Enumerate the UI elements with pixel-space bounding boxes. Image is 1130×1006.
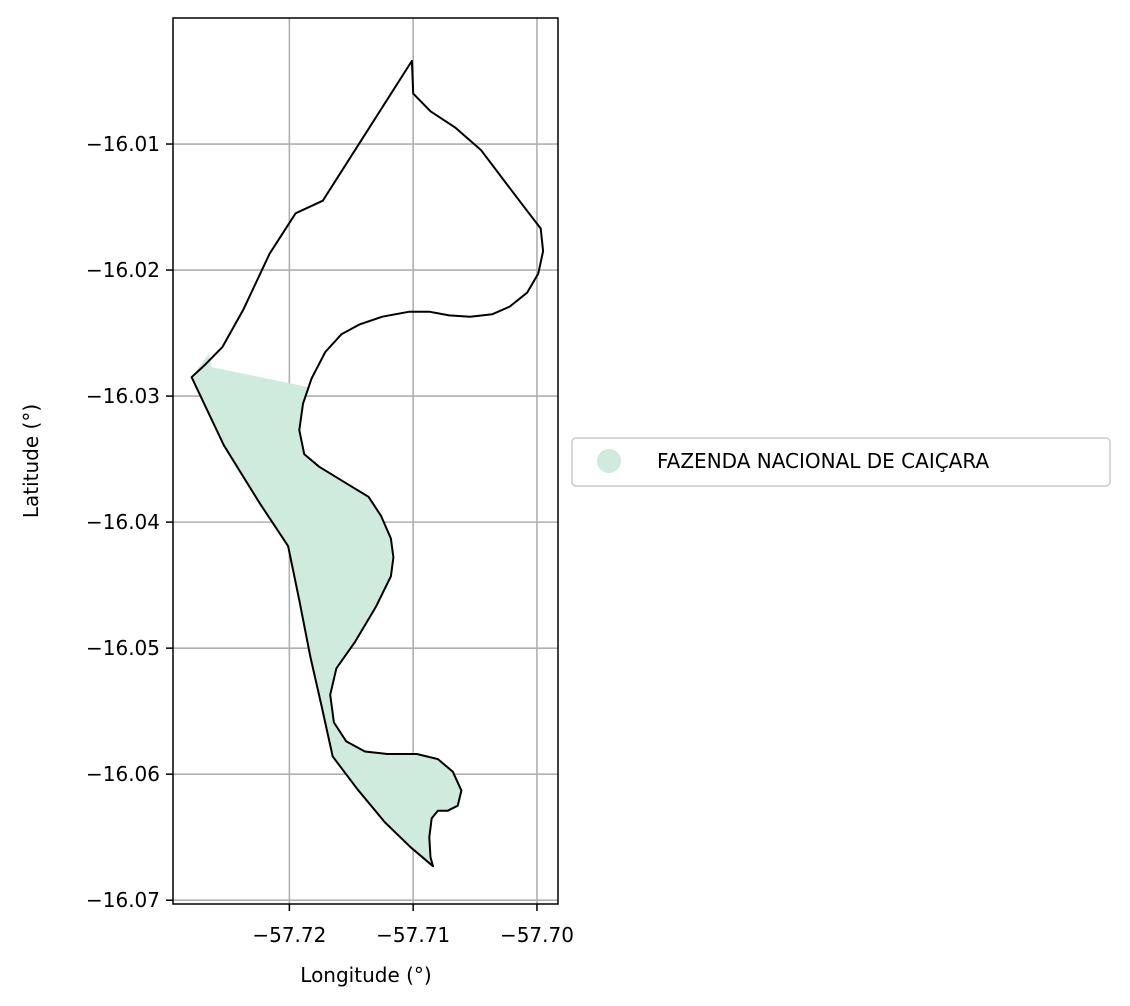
y-tick-label: −16.07	[86, 888, 160, 912]
y-tick-label: −16.01	[86, 132, 160, 156]
x-axis-title: Longitude (°)	[300, 963, 431, 987]
x-tick-label: −57.70	[500, 923, 574, 947]
fazenda-fill-area	[191, 353, 462, 867]
legend-marker-icon	[597, 449, 621, 473]
fazenda-boundary-outline	[190, 59, 545, 868]
legend: FAZENDA NACIONAL DE CAIÇARA	[571, 437, 1111, 487]
y-axis-title: Latitude (°)	[19, 404, 43, 518]
y-tick-label: −16.02	[86, 258, 160, 282]
legend-frame	[571, 437, 1111, 487]
plot-frame	[172, 17, 559, 905]
y-tick-label: −16.03	[86, 384, 160, 408]
y-tick-label: −16.04	[86, 510, 160, 534]
y-axis-ticks: −16.01 −16.02 −16.03 −16.04 −16.05 −16.06 −16.…	[86, 132, 173, 912]
y-tick-label: −16.06	[86, 762, 160, 786]
legend-label: FAZENDA NACIONAL DE CAIÇARA	[657, 449, 989, 473]
y-tick-label: −16.05	[86, 636, 160, 660]
x-tick-label: −57.71	[376, 923, 450, 947]
x-axis-ticks: −57.72 −57.71 −57.70	[252, 904, 574, 947]
x-tick-label: −57.72	[252, 923, 326, 947]
